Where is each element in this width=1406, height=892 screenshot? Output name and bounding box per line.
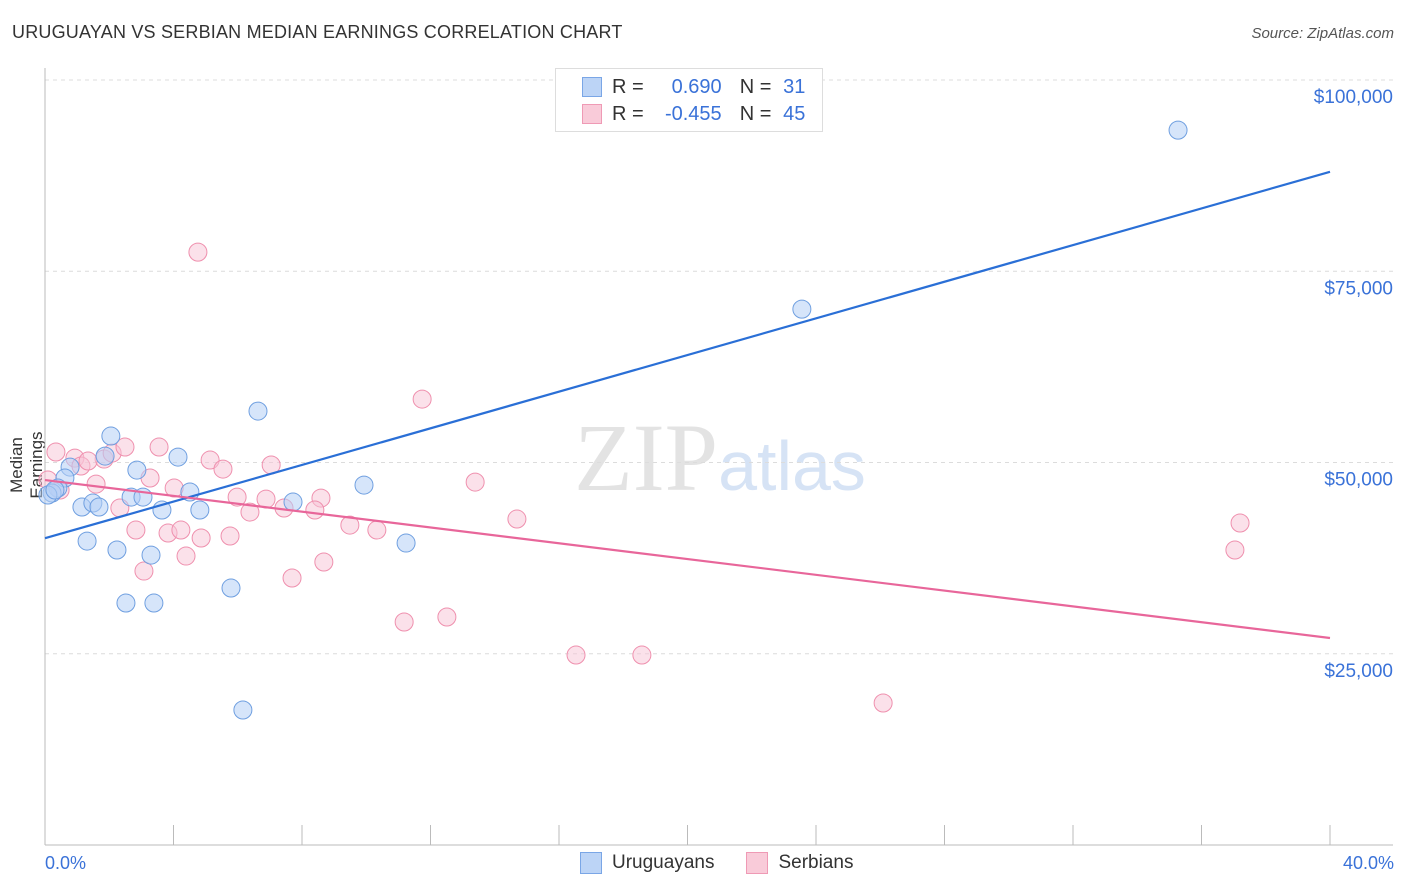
uruguayan-point [95,446,115,466]
uruguayan-point [101,426,121,446]
serbian-point [126,520,146,540]
serbian-point [86,474,106,494]
n-label: N = [739,102,772,125]
legend-row-uruguayans: R = 0.690 N = 31 [582,74,805,100]
serbian-point [873,693,893,713]
serbians-swatch [746,852,769,874]
serbian-point [1225,540,1245,560]
serbian-point [227,487,247,507]
uruguayan-point [190,500,210,520]
source-label: Source: ZipAtlas.com [1251,25,1394,42]
serbian-point [282,568,302,588]
uruguayan-point [45,480,65,500]
uruguayan-point [89,497,109,517]
x-tick-label-min: 0.0% [45,853,87,873]
serbian-point [394,612,414,632]
legend-row-serbians: R = -0.455 N = 45 [582,101,805,127]
y-tick-label: $75,000 [1324,278,1393,299]
serbian-point [340,515,360,535]
serbian-point [171,520,191,540]
serbian-point [305,500,325,520]
serbian-point [367,520,387,540]
uruguayan-point [248,401,268,421]
uruguayan-point [107,540,127,560]
r-label: R = [612,75,644,98]
serbian-point [632,645,652,665]
n-value: 45 [783,102,806,125]
legend-uruguayans: Uruguayans [612,852,715,873]
serbian-point [507,509,527,529]
r-value: -0.455 [664,102,722,125]
serbian-point [191,528,211,548]
legend-serbians: Serbians [778,852,854,873]
uruguayan-point [168,447,188,467]
uruguayan-point [127,460,147,480]
serbians-swatch [582,104,602,124]
serbian-point [188,242,208,262]
serbian-point [220,526,240,546]
serbian-point [176,546,196,566]
serbian-point [134,561,154,581]
uruguayan-point [221,578,241,598]
serbian-point [437,607,457,627]
uruguayan-point [396,533,416,553]
serbian-point [465,472,485,492]
uruguayan-point [144,593,164,613]
serbian-point [78,451,98,471]
serbian-point [1230,513,1250,533]
watermark: ZIPatlas [574,404,866,511]
serbian-point [115,437,135,457]
y-tick-label: $50,000 [1324,470,1393,491]
uruguayan-point [141,545,161,565]
serbian-point [46,442,66,462]
chart-title: URUGUAYAN VS SERBIAN MEDIAN EARNINGS COR… [12,22,623,42]
uruguayans-swatch [580,852,602,874]
serbian-point [566,645,586,665]
uruguayan-point [283,492,303,512]
r-value: 0.690 [671,75,722,98]
n-value: 31 [783,75,806,98]
r-label: R = [612,102,644,125]
uruguayan-point [77,531,97,551]
uruguayan-trend-line [44,170,1331,540]
uruguayan-point [1168,120,1188,140]
y-tick-label: $100,000 [1314,87,1393,108]
uruguayan-point [792,299,812,319]
uruguayan-point [116,593,136,613]
n-label: N = [739,75,772,98]
series-legend: Uruguayans Serbians [580,852,853,874]
serbian-point [240,502,260,522]
y-tick-label: $25,000 [1324,661,1393,682]
serbian-point [256,489,276,509]
uruguayans-swatch [582,77,602,97]
serbian-point [213,459,233,479]
serbian-point [149,437,169,457]
x-tick-label-max: 40.0% [1342,853,1394,873]
stats-legend: R = 0.690 N = 31 R = -0.455 N = 45 [555,68,823,132]
serbian-trend-line [44,479,1331,640]
serbian-point [314,552,334,572]
serbian-point [412,389,432,409]
uruguayan-point [354,475,374,495]
uruguayan-point [233,700,253,720]
